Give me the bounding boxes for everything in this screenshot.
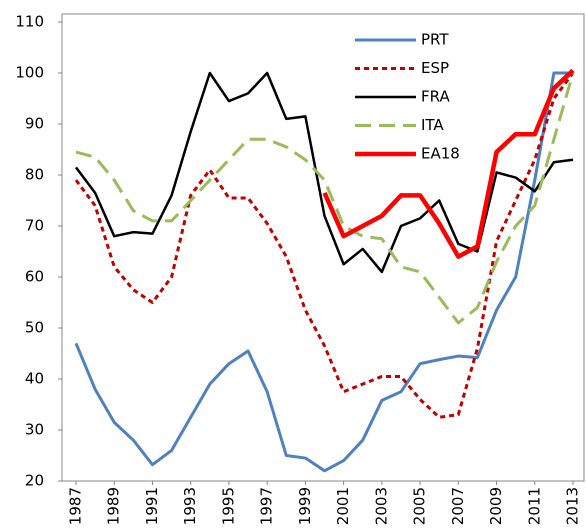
x-tick-label: 1999 — [296, 487, 314, 525]
x-tick-label: 2011 — [525, 487, 543, 525]
legend-label: ESP — [421, 59, 449, 77]
y-tick-label: 60 — [25, 268, 44, 286]
legend-label: FRA — [421, 88, 450, 106]
y-tick-label: 40 — [25, 370, 44, 388]
legend-label: ITA — [421, 116, 444, 134]
series-line — [322, 68, 575, 259]
series-line — [74, 72, 575, 419]
y-tick-label: 100 — [15, 64, 44, 82]
x-tick-label: 2009 — [487, 487, 505, 525]
x-tick-label: 1987 — [67, 487, 85, 525]
y-tick-label: 80 — [25, 166, 44, 184]
series-line — [74, 71, 574, 274]
x-tick-label: 2007 — [449, 487, 467, 525]
y-tick-label: 70 — [25, 217, 44, 235]
legend-label: PRT — [421, 31, 449, 49]
legend-label: EA18 — [421, 145, 460, 163]
plot-frame — [61, 13, 585, 482]
y-tick-label: 90 — [25, 115, 44, 133]
y-tick-label: 110 — [15, 13, 44, 31]
x-tick-label: 1989 — [105, 487, 123, 525]
y-tick-label: 30 — [25, 421, 44, 439]
y-tick-label: 20 — [25, 472, 44, 490]
x-tick-label: 1991 — [143, 487, 161, 525]
x-tick-label: 2003 — [372, 487, 390, 525]
x-tick-label: 1993 — [181, 487, 199, 525]
x-tick-label: 1997 — [258, 487, 276, 525]
y-tick-label: 50 — [25, 319, 44, 337]
x-tick-label: 2013 — [564, 487, 582, 525]
x-tick-label: 2001 — [334, 487, 352, 525]
x-tick-label: 2005 — [411, 487, 429, 525]
x-tick-label: 1995 — [219, 487, 237, 525]
series-line — [74, 71, 573, 473]
